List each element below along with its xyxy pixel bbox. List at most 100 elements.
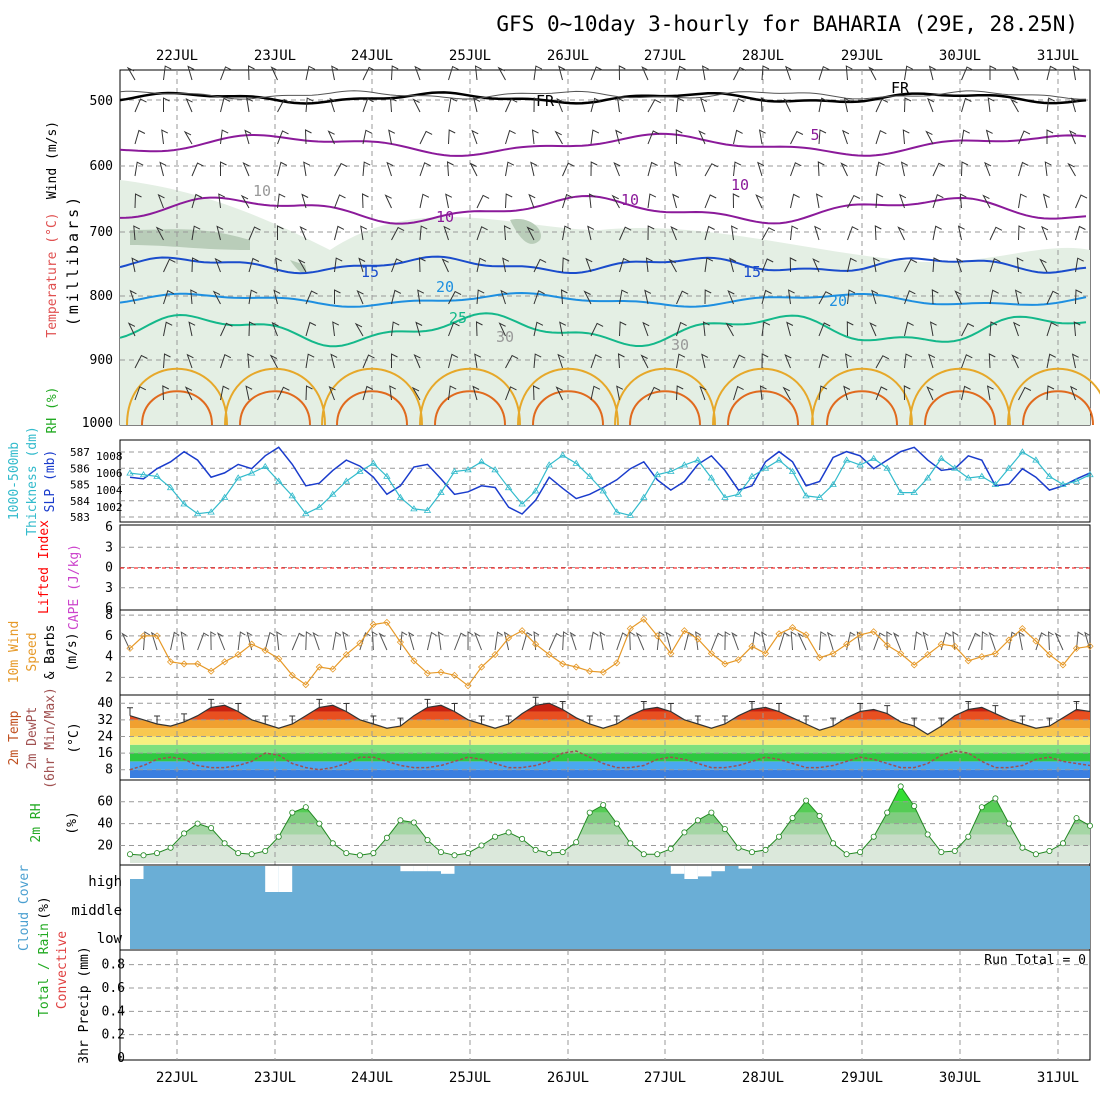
wind-barb	[426, 631, 437, 651]
thickness-point	[491, 466, 499, 473]
temp-minmax-marker	[1046, 717, 1053, 727]
temp-minmax-marker	[776, 703, 783, 712]
wind-speed-point	[532, 640, 540, 648]
wind-barb	[264, 631, 276, 651]
wind-speed-point	[1045, 651, 1054, 659]
thickness-point	[396, 493, 405, 500]
wind-barb	[237, 631, 246, 651]
rh-point	[1019, 844, 1026, 851]
temp-minmax-marker	[721, 715, 728, 724]
wind-barb	[248, 257, 260, 273]
rh-point	[181, 830, 188, 837]
li-tick: 6	[105, 601, 113, 616]
precip-tick: 0.8	[102, 958, 125, 973]
slp-tick: 1008	[96, 450, 123, 463]
wind-barb	[1018, 631, 1025, 651]
wind-barb	[590, 322, 604, 337]
wind-barb	[129, 289, 137, 305]
wind-barb	[585, 257, 593, 273]
wind-speed-point	[329, 665, 337, 673]
wind-barb	[569, 631, 577, 651]
wind-barb	[961, 161, 969, 177]
ylabel-thickness-b: Thickness (dm)	[25, 426, 40, 536]
wind-barb	[590, 385, 601, 401]
wind-barb	[419, 130, 433, 145]
rh-point	[194, 820, 201, 827]
wind-barb	[277, 98, 291, 113]
rh-point	[586, 809, 593, 816]
wind-barb	[562, 257, 570, 273]
thickness-point	[667, 467, 675, 474]
ylabel-rh-b: (%)	[65, 811, 80, 834]
wind-barb	[362, 161, 371, 177]
wind-speed-point	[883, 641, 891, 649]
wind-barb	[644, 289, 652, 305]
wind-barb	[305, 97, 314, 113]
temp-minmax-marker	[532, 696, 539, 706]
wind-barb	[640, 354, 649, 369]
temp-tick: 8	[105, 763, 113, 778]
wind-speed-point	[234, 651, 242, 659]
wind-barb	[505, 161, 515, 177]
date-label-bottom: 27JUL	[644, 1070, 686, 1086]
date-label-top: 28JUL	[742, 48, 784, 64]
wind-barb	[967, 632, 981, 651]
wind-barb	[1075, 257, 1084, 273]
wind-barb	[647, 130, 660, 145]
wind-speed-point	[410, 657, 418, 665]
wind-barb	[560, 289, 568, 305]
wind-barb	[269, 354, 278, 369]
wind-barb	[701, 353, 709, 369]
date-label-top: 22JUL	[156, 48, 198, 64]
wind-barb	[334, 257, 343, 273]
thickness-point	[1005, 464, 1013, 471]
wind-barb	[454, 632, 467, 651]
wind-speed-point	[477, 663, 486, 671]
panel-li: 6 3 0 3 6 Lifted Index CAPE (J/kg)	[37, 520, 1091, 630]
wind-barb	[362, 98, 374, 113]
wind-barb	[785, 65, 793, 81]
wind-barb	[212, 290, 221, 305]
wind-barb	[187, 65, 195, 81]
wind-barb	[676, 290, 689, 305]
wind-speed-point	[518, 627, 526, 635]
warm-contour-arc	[239, 390, 311, 426]
ylabel-precip: 3hr Precip (mm)	[77, 946, 92, 1063]
wind-barb	[702, 321, 710, 337]
wind-barb	[186, 353, 194, 369]
wind-speed-point	[545, 651, 553, 659]
wind-speed-point	[126, 644, 134, 652]
wind-barb	[305, 321, 317, 337]
wind-barb	[474, 353, 482, 369]
pressure-tick: 900	[90, 353, 113, 368]
wind-barb	[246, 97, 254, 113]
wind-barb	[590, 129, 600, 145]
wind-barb	[386, 161, 394, 177]
wind-speed-point	[802, 631, 810, 639]
rh-point	[140, 852, 147, 859]
wind-barb	[1018, 225, 1026, 241]
wind-barb	[873, 632, 886, 651]
wind-barb	[1046, 65, 1057, 81]
temp-minmax-marker	[559, 700, 566, 710]
rh-tick: 60	[97, 795, 113, 810]
wind-tick: 2	[105, 670, 113, 685]
wind-barb	[180, 631, 187, 651]
rh-point	[492, 833, 499, 840]
wind-barb	[818, 97, 828, 113]
temp-band	[130, 703, 1090, 712]
wind-barb	[448, 385, 457, 401]
wind-barb	[783, 98, 791, 113]
wind-barb	[590, 354, 602, 369]
wind-barb	[471, 129, 479, 145]
wind-barb	[443, 225, 451, 241]
wind-barb	[121, 632, 131, 651]
wind-speed-point	[951, 642, 959, 650]
temp-contour-10	[119, 194, 1087, 225]
wind-barb	[190, 289, 198, 305]
wind-barb	[868, 66, 877, 81]
wind-barb	[583, 290, 592, 305]
wind-barb	[554, 130, 563, 145]
wind-barb	[959, 193, 967, 209]
